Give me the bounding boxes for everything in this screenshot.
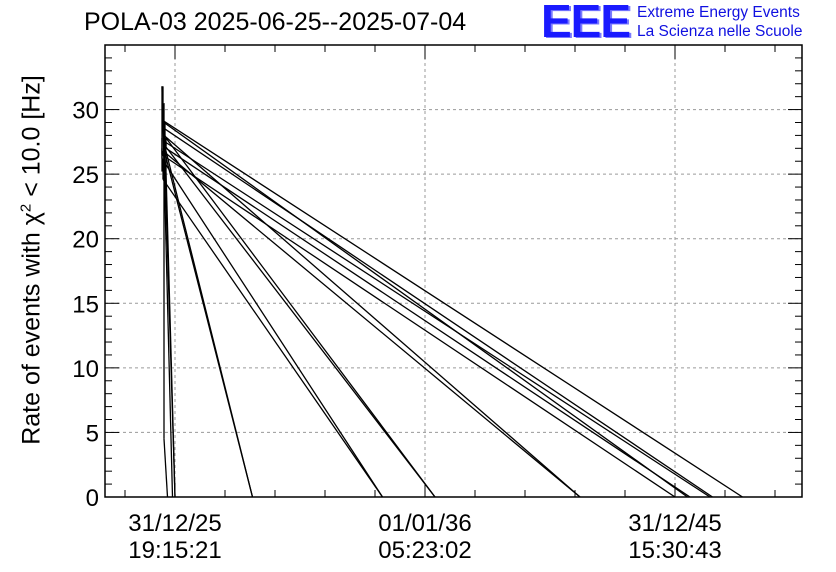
x-tick-time-label: 19:15:21	[128, 537, 221, 564]
series-segment	[163, 134, 581, 497]
series-segment	[162, 103, 176, 497]
x-tick-date-label: 31/12/25	[128, 510, 221, 537]
y-tick-label: 30	[72, 98, 99, 125]
logo-text: Extreme Energy Events La Scienza nelle S…	[637, 3, 802, 41]
logo-line-2: La Scienza nelle Scuole	[637, 23, 803, 40]
series-segment	[161, 158, 384, 497]
x-tick-time-label: 05:23:02	[378, 537, 471, 564]
y-tick-label: 25	[72, 162, 99, 189]
series-segment	[162, 178, 384, 497]
series-segment	[163, 438, 169, 497]
series-group	[161, 86, 743, 497]
series-segment	[165, 147, 691, 497]
series-segment	[162, 127, 713, 497]
x-tick-date-label: 31/12/45	[628, 510, 721, 537]
y-tick-label: 10	[72, 356, 99, 383]
x-tick-date-label: 01/01/36	[378, 510, 471, 537]
series-segment	[162, 150, 581, 497]
series-segment	[161, 154, 676, 497]
y-tick-label: 20	[72, 227, 99, 254]
series-segment	[164, 145, 436, 497]
series-segment	[163, 121, 688, 497]
series-segment	[164, 153, 254, 497]
chart-title: POLA-03 2025-06-25--2025-07-04	[84, 8, 467, 36]
y-tick-label: 15	[72, 291, 99, 318]
logo-letters: EEE	[541, 0, 631, 47]
series-segment	[164, 141, 711, 497]
x-tick-time-label: 15:30:43	[628, 537, 721, 564]
logo-line-1: Extreme Energy Events	[637, 4, 800, 21]
plot-frame	[104, 44, 803, 498]
y-tick-label: 5	[86, 420, 99, 447]
y-tick-label: 0	[86, 485, 99, 512]
series-segment	[165, 137, 436, 497]
series-segment	[161, 119, 743, 497]
